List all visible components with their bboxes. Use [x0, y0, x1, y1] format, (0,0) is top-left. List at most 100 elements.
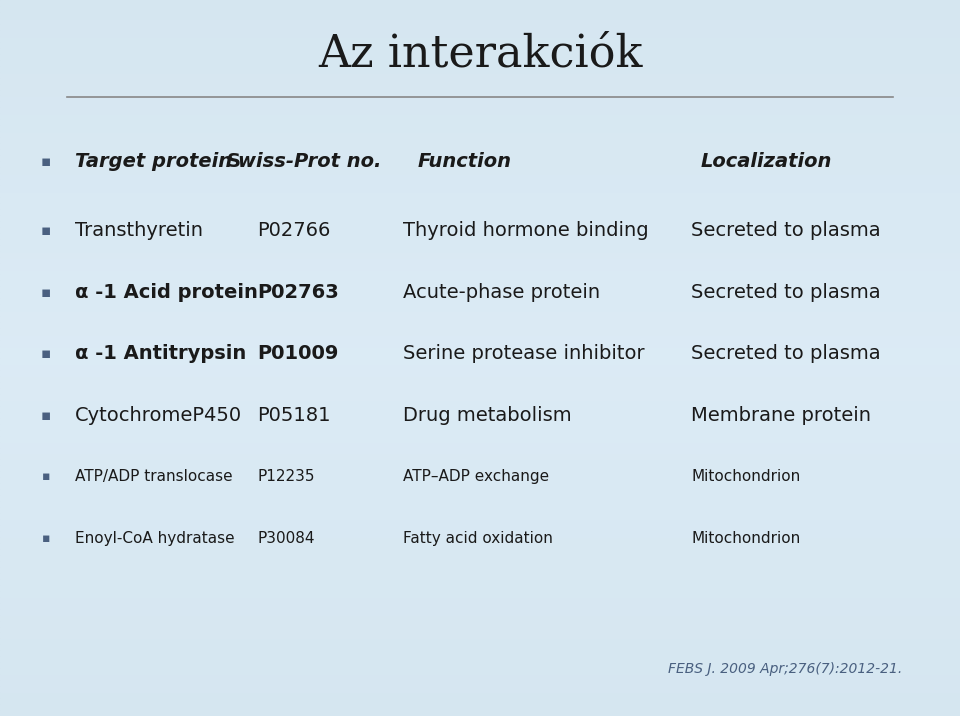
Text: Secreted to plasma: Secreted to plasma	[691, 344, 881, 363]
Bar	[0, 561, 960, 567]
Bar	[0, 680, 960, 686]
Bar	[0, 316, 960, 322]
Text: CytochromeP450: CytochromeP450	[75, 406, 242, 425]
Bar	[0, 573, 960, 579]
Bar	[0, 173, 960, 179]
Bar	[0, 77, 960, 84]
Bar	[0, 596, 960, 603]
Bar	[0, 639, 960, 644]
Text: P30084: P30084	[257, 531, 315, 546]
Bar	[0, 465, 960, 471]
Bar	[0, 352, 960, 358]
Bar	[0, 644, 960, 650]
Bar	[0, 72, 960, 77]
Bar	[0, 149, 960, 155]
Text: P12235: P12235	[257, 470, 315, 484]
Text: Function: Function	[418, 152, 512, 170]
Bar	[0, 137, 960, 143]
Bar	[0, 376, 960, 382]
Bar	[0, 519, 960, 525]
Text: Drug metabolism: Drug metabolism	[403, 406, 572, 425]
Bar	[0, 543, 960, 549]
Bar	[0, 90, 960, 95]
Bar	[0, 698, 960, 704]
Text: Az interakciók: Az interakciók	[318, 32, 642, 75]
Bar	[0, 0, 960, 6]
Bar	[0, 36, 960, 42]
Bar	[0, 203, 960, 209]
Text: Acute-phase protein: Acute-phase protein	[403, 283, 600, 301]
Bar	[0, 662, 960, 668]
Bar	[0, 412, 960, 417]
Text: P01009: P01009	[257, 344, 339, 363]
Bar	[0, 483, 960, 489]
Bar	[0, 507, 960, 513]
Text: FEBS J. 2009 Apr;276(7):2012-21.: FEBS J. 2009 Apr;276(7):2012-21.	[668, 662, 902, 677]
Bar	[0, 632, 960, 639]
Bar	[0, 251, 960, 256]
Bar	[0, 417, 960, 424]
Bar	[0, 495, 960, 501]
Bar	[0, 621, 960, 626]
Bar	[0, 435, 960, 442]
Bar	[0, 442, 960, 448]
Bar	[0, 657, 960, 662]
Bar	[0, 286, 960, 292]
Bar	[0, 30, 960, 36]
Bar	[0, 120, 960, 125]
Text: ▪: ▪	[41, 285, 51, 299]
Bar	[0, 585, 960, 591]
Bar	[0, 24, 960, 30]
Text: P02766: P02766	[257, 221, 330, 240]
Text: ▪: ▪	[42, 532, 50, 545]
Text: Secreted to plasma: Secreted to plasma	[691, 283, 881, 301]
Bar	[0, 334, 960, 340]
Bar	[0, 489, 960, 495]
Bar	[0, 591, 960, 596]
Text: Membrane protein: Membrane protein	[691, 406, 871, 425]
Bar	[0, 674, 960, 680]
Text: Localization: Localization	[701, 152, 832, 170]
Bar	[0, 12, 960, 18]
Bar	[0, 346, 960, 352]
Text: ▪: ▪	[41, 223, 51, 238]
Bar	[0, 191, 960, 197]
Bar	[0, 609, 960, 614]
Text: S: S	[227, 152, 241, 170]
Bar	[0, 102, 960, 107]
Text: ATP–ADP exchange: ATP–ADP exchange	[403, 470, 549, 484]
Bar	[0, 692, 960, 698]
Bar	[0, 299, 960, 304]
Bar	[0, 281, 960, 286]
Bar	[0, 400, 960, 406]
Text: Transthyretin: Transthyretin	[75, 221, 203, 240]
Text: Serine protease inhibitor: Serine protease inhibitor	[403, 344, 645, 363]
Text: Enoyl-CoA hydratase: Enoyl-CoA hydratase	[75, 531, 234, 546]
Text: wiss-Prot no.: wiss-Prot no.	[238, 152, 381, 170]
Bar	[0, 238, 960, 245]
Bar	[0, 143, 960, 149]
Bar	[0, 179, 960, 185]
Bar	[0, 406, 960, 412]
Bar	[0, 131, 960, 137]
Text: ▪: ▪	[41, 347, 51, 361]
Bar	[0, 364, 960, 370]
Text: ▪: ▪	[41, 154, 51, 168]
Bar	[0, 167, 960, 173]
Bar	[0, 107, 960, 113]
Text: Fatty acid oxidation: Fatty acid oxidation	[403, 531, 553, 546]
Bar	[0, 650, 960, 657]
Bar	[0, 567, 960, 573]
Bar	[0, 704, 960, 710]
Bar	[0, 263, 960, 268]
Bar	[0, 245, 960, 251]
Bar	[0, 95, 960, 102]
Bar	[0, 125, 960, 131]
Bar	[0, 161, 960, 167]
Bar	[0, 155, 960, 161]
Text: P02763: P02763	[257, 283, 339, 301]
Bar	[0, 626, 960, 632]
Bar	[0, 274, 960, 281]
Bar	[0, 668, 960, 674]
Bar	[0, 710, 960, 716]
